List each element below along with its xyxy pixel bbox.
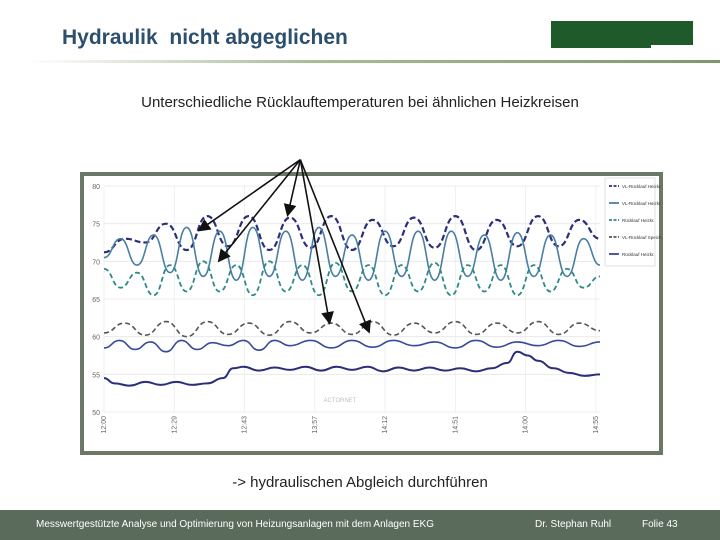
annotation-arrow	[197, 158, 301, 232]
logo-notch	[551, 44, 651, 48]
y-tick-label: 70	[92, 259, 100, 266]
slide-title: Hydraulik nicht abgeglichen	[62, 26, 348, 49]
logo	[551, 21, 693, 45]
x-tick-label: 12:43	[242, 416, 249, 434]
x-tick-label: 14:12	[382, 416, 389, 434]
legend-box	[604, 177, 656, 267]
y-tick-label: 60	[92, 335, 100, 342]
y-tick-label: 65	[92, 297, 100, 304]
legend-label: VL-Rücklauf Heizkr.	[622, 201, 662, 206]
x-tick-label: 14:51	[452, 416, 459, 434]
chart-panel	[84, 176, 659, 451]
series-line-4	[103, 320, 601, 338]
series-line-6	[103, 350, 601, 387]
x-tick-label: 12:29	[171, 416, 178, 434]
y-tick-label: 80	[92, 184, 100, 191]
x-tick-label: 14:00	[523, 416, 530, 434]
footer-title: Messwertgestützte Analyse und Optimierun…	[36, 519, 434, 530]
y-tick-label: 50	[92, 410, 100, 417]
series-line-5	[103, 339, 601, 353]
slide-subtitle: Unterschiedliche Rücklauftemperaturen be…	[141, 94, 579, 111]
footer-slide-number: Folie 43	[642, 519, 678, 530]
legend-label: VL-Rücklauf Speich.	[622, 235, 663, 240]
title-divider	[30, 60, 720, 63]
footer-author: Dr. Stephan Ruhl	[535, 519, 612, 530]
y-tick-label: 55	[92, 372, 100, 379]
annotation-arrow	[217, 159, 301, 263]
series-line-3	[103, 260, 601, 297]
series-line-1	[103, 215, 601, 254]
annotation-arrow	[299, 159, 371, 334]
annotation-arrow	[299, 159, 334, 325]
conclusion-text: -> hydraulischen Abgleich durchführen	[232, 474, 488, 491]
legend-label: VL-Rücklauf Heizkr.	[622, 184, 662, 189]
legend-label: Rücklauf Heizkr.	[622, 218, 655, 223]
x-tick-label: 12:00	[101, 416, 108, 434]
y-tick-label: 75	[92, 222, 100, 229]
legend-label: Rücklauf Heizkr.	[622, 252, 655, 257]
annotation-arrow	[283, 159, 302, 217]
x-tick-label: 14:55	[593, 416, 600, 434]
series-line-2	[103, 226, 601, 281]
x-tick-label: 13:57	[312, 416, 319, 434]
chart-watermark: ACTORNET	[324, 398, 357, 404]
footer-bar: Messwertgestützte Analyse und Optimierun…	[0, 510, 720, 540]
